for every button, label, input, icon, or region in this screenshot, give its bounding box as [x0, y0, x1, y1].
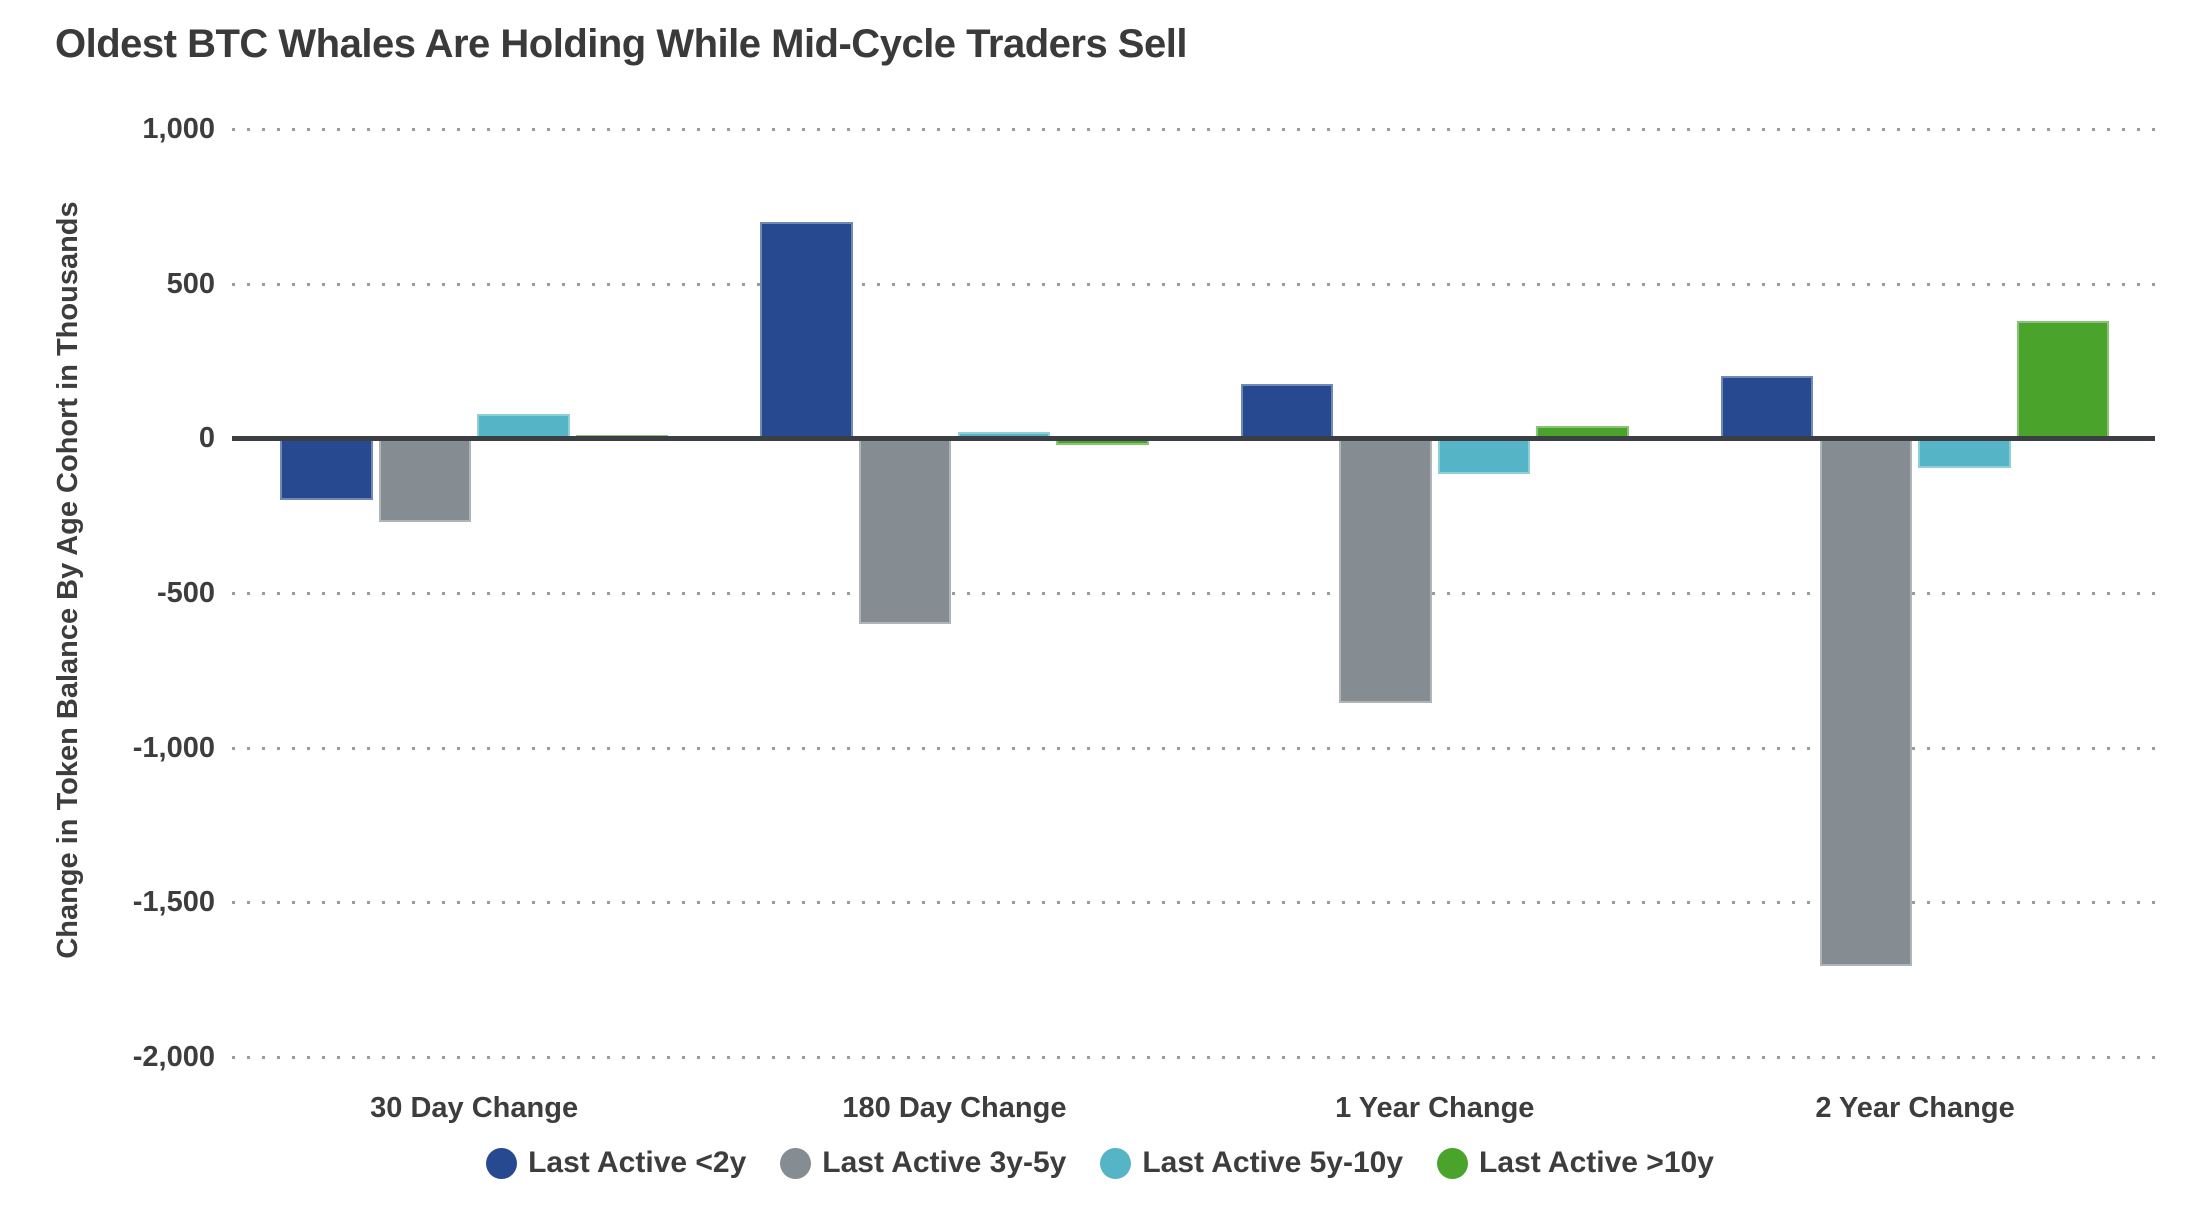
- x-category-label: 30 Day Change: [370, 1092, 579, 1124]
- legend-label: Last Active 5y-10y: [1142, 1146, 1404, 1179]
- legend-label: Last Active 3y-5y: [822, 1146, 1067, 1179]
- legend-swatch-icon: [1437, 1147, 1469, 1179]
- bar-2-last-active-2y: [760, 221, 853, 439]
- y-tick-label: -500: [156, 577, 215, 609]
- bar-4-last-active-2y: [1720, 376, 1814, 439]
- legend-item: Last Active >10y: [1437, 1146, 1714, 1180]
- legend-swatch-icon: [486, 1147, 518, 1179]
- x-category-label: 1 Year Change: [1335, 1092, 1535, 1124]
- bar-1-last-active-3y-5y: [378, 438, 472, 522]
- legend-label: Last Active >10y: [1479, 1146, 1714, 1179]
- x-category-label: 180 Day Change: [842, 1092, 1067, 1124]
- bar-1-last-active-5y-10y: [477, 413, 570, 439]
- bar-2-last-active-3y-5y: [858, 438, 952, 624]
- bar-3-last-active-5y-10y: [1437, 438, 1531, 474]
- y-tick-label: -2,000: [132, 1041, 215, 1073]
- bar-3-last-active-2y: [1240, 384, 1334, 439]
- legend-swatch-icon: [780, 1147, 812, 1179]
- zero-axis-line: [232, 436, 2155, 442]
- bar-4-last-active-10y: [2016, 320, 2110, 439]
- y-tick-label: 1,000: [142, 113, 215, 145]
- y-tick-label: 500: [166, 267, 215, 300]
- gridline: [232, 1056, 2155, 1059]
- bar-4-last-active-3y-5y: [1819, 438, 1912, 966]
- y-tick-label: -1,500: [132, 886, 215, 919]
- bar-3-last-active-3y-5y: [1339, 438, 1432, 703]
- legend-label: Last Active <2y: [528, 1146, 747, 1179]
- x-category-label: 2 Year Change: [1815, 1092, 2015, 1124]
- gridline: [232, 901, 2155, 905]
- legend-item: Last Active 3y-5y: [780, 1146, 1066, 1180]
- legend-item: Last Active <2y: [486, 1146, 746, 1180]
- gridline: [232, 128, 2155, 131]
- gridline: [232, 592, 2155, 595]
- gridline: [232, 746, 2155, 750]
- y-tick-label: 0: [198, 422, 215, 455]
- legend-item: Last Active 5y-10y: [1100, 1146, 1403, 1180]
- bar-4-last-active-5y-10y: [1918, 438, 2011, 468]
- plot-area: [232, 128, 2155, 1059]
- bar-1-last-active-2y: [280, 438, 373, 501]
- gridline: [232, 282, 2155, 286]
- legend-swatch-icon: [1100, 1147, 1132, 1179]
- legend: Last Active <2y Last Active 3y-5y Last Act…: [0, 1146, 2200, 1180]
- chart-title: Oldest BTC Whales Are Holding While Mid-…: [55, 22, 1187, 66]
- y-tick-label: -1,000: [132, 731, 215, 764]
